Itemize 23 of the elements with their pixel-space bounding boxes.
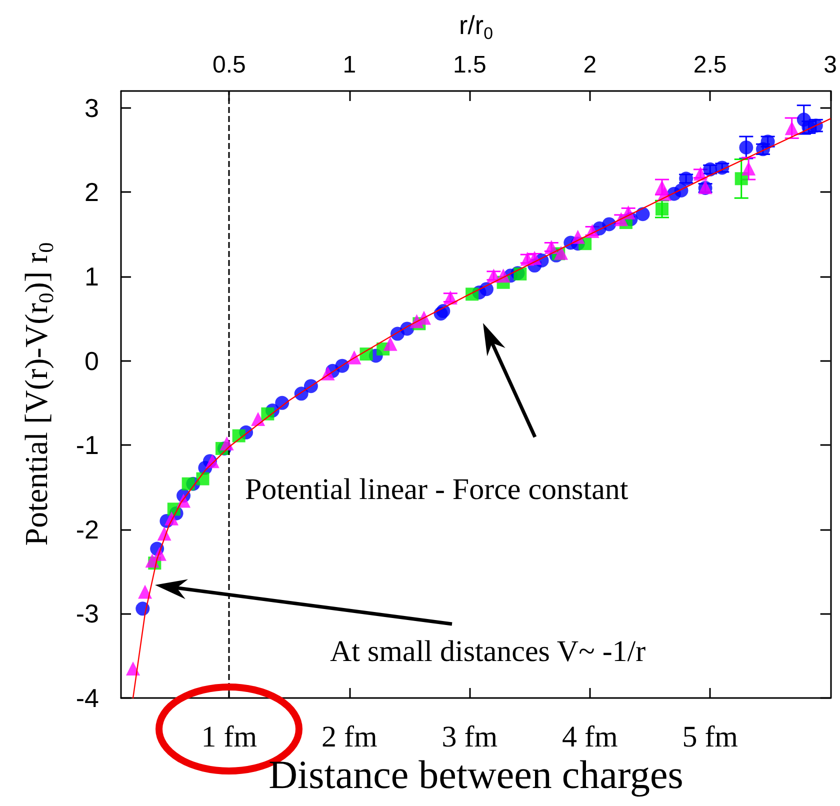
y-tick-label: -1 bbox=[76, 430, 99, 460]
y-tick-label: -2 bbox=[76, 514, 99, 544]
y-tick-label: -4 bbox=[76, 683, 99, 713]
x-tick-label: 2 fm bbox=[322, 720, 378, 754]
x2-tick-label: 1 bbox=[342, 52, 356, 78]
annotation: At small distances V~ -1/r bbox=[330, 634, 646, 670]
annotation: Potential linear - Force constant bbox=[245, 472, 628, 508]
x-tick-label: 5 fm bbox=[682, 720, 738, 754]
x-tick-label: 1 fm bbox=[201, 720, 258, 754]
x-tick-label: 4 fm bbox=[562, 720, 618, 754]
y-tick-label: 1 bbox=[84, 261, 99, 292]
x2-tick-label: 0.5 bbox=[212, 52, 246, 78]
y-tick-label: 2 bbox=[84, 177, 99, 208]
x2-tick-label: 1.5 bbox=[452, 52, 486, 78]
x2-tick-label: 2 bbox=[583, 52, 597, 78]
x-tick-label: 3 fm bbox=[442, 720, 498, 754]
x2-tick-label: 2.5 bbox=[693, 52, 727, 78]
y-tick-label: 3 bbox=[84, 92, 99, 123]
x2-axis-title: r/r$_{0}$ bbox=[458, 10, 494, 44]
x2-tick-label: 3 bbox=[824, 52, 838, 78]
y-tick-label: 0 bbox=[84, 346, 99, 376]
y-tick-label: -3 bbox=[76, 598, 99, 629]
x-axis-title: Distance between charges bbox=[268, 752, 684, 798]
